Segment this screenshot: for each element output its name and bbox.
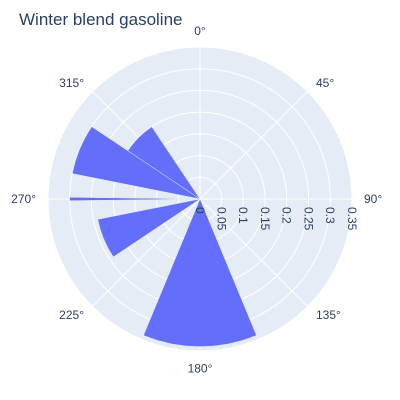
bar-2 [69, 197, 201, 201]
angular-gridline-1 [199, 91, 308, 200]
radial-tick-label-2: 0.1 [236, 207, 250, 224]
radial-tick-label-4: 0.2 [280, 207, 294, 224]
angular-tick-label-2: 90° [364, 192, 382, 206]
angular-tick-label-3: 135° [316, 308, 341, 322]
angular-tick-label-6: 270° [11, 192, 36, 206]
radial-tick-label-7: 0.35 [345, 207, 359, 231]
angular-tick-label-5: 225° [59, 308, 84, 322]
radial-tick-label-0: 0 [193, 207, 207, 214]
radial-tick-label-5: 0.25 [301, 207, 315, 231]
radial-tick-label-1: 0.05 [215, 207, 229, 231]
bar-0 [143, 198, 257, 347]
radial-tick-label-6: 0.3 [323, 207, 337, 224]
angular-tick-label-0: 0° [194, 24, 206, 38]
bar-3 [71, 126, 201, 200]
bar-series [69, 126, 257, 347]
angular-gridline-3 [199, 198, 308, 307]
angular-tick-label-7: 315° [59, 76, 84, 90]
bar-1 [97, 198, 201, 258]
angular-gridline-5 [92, 198, 201, 307]
angular-tick-label-4: 180° [188, 362, 213, 376]
angular-axis-labels: 0° 45° 90° 135° 180° 225° 270° 315° [11, 24, 382, 376]
radial-tick-label-3: 0.15 [258, 207, 272, 231]
radial-axis-labels: 0 0.05 0.1 0.15 0.2 0.25 0.3 0.35 [193, 207, 359, 231]
chart-title: Winter blend gasoline [19, 10, 182, 29]
bar-4 [127, 126, 201, 200]
angular-tick-label-1: 45° [316, 76, 334, 90]
